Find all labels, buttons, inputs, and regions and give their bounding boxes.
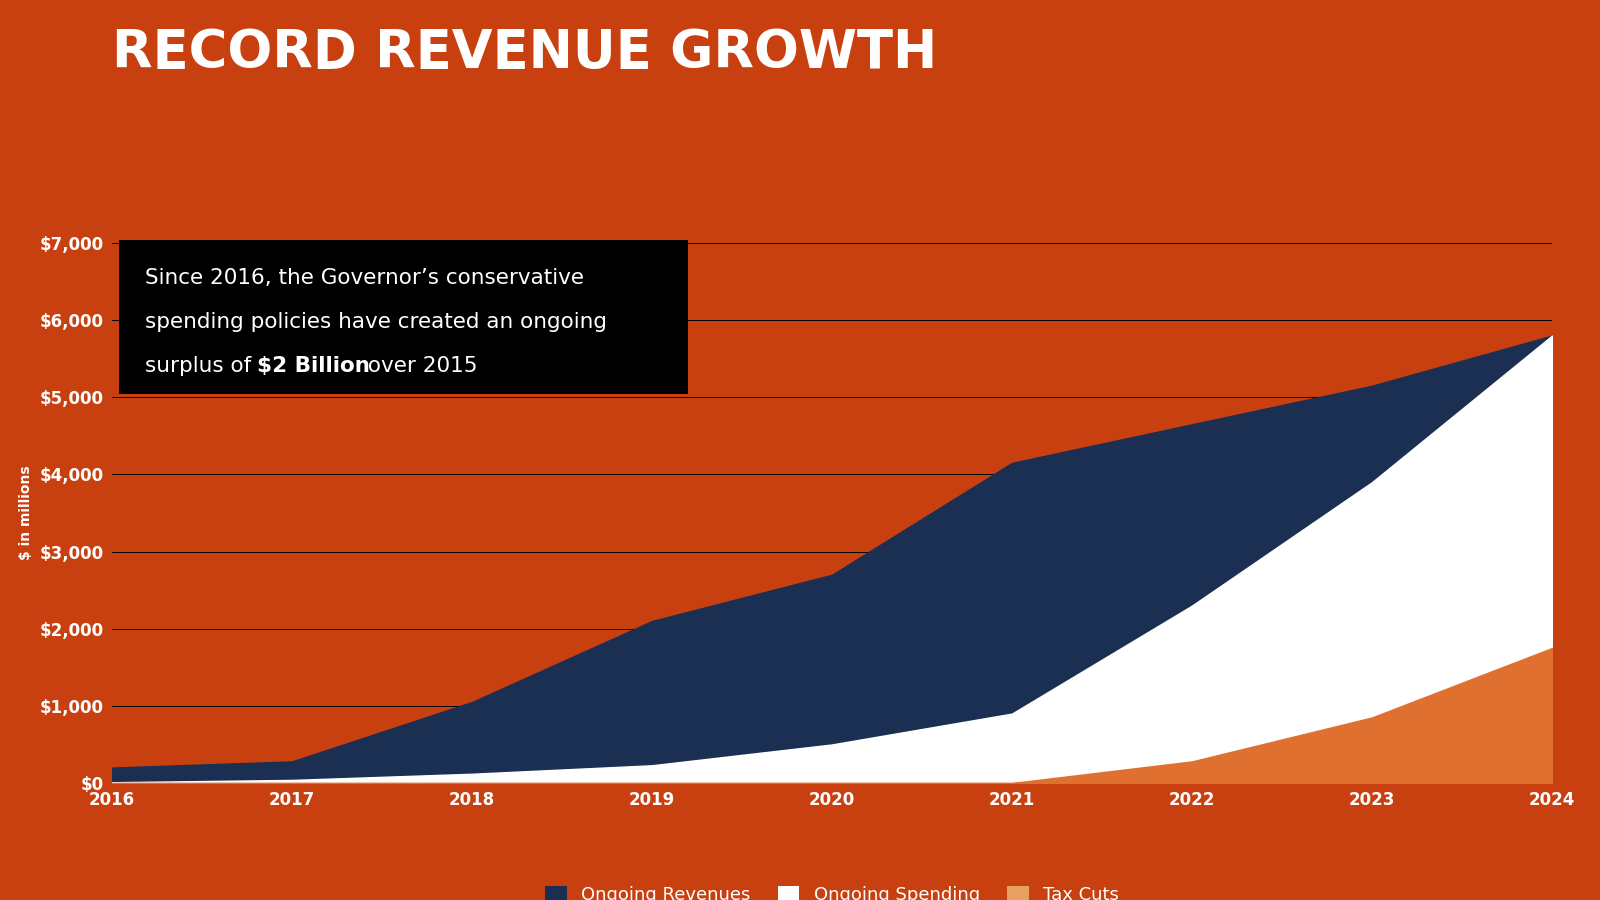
FancyBboxPatch shape xyxy=(120,240,688,394)
Text: Since 2016, the Governor’s conservative: Since 2016, the Governor’s conservative xyxy=(146,267,584,288)
Text: over 2015: over 2015 xyxy=(362,356,478,375)
Legend: Ongoing Revenues, Ongoing Spending, Tax Cuts: Ongoing Revenues, Ongoing Spending, Tax … xyxy=(538,878,1126,900)
Text: spending policies have created an ongoing: spending policies have created an ongoin… xyxy=(146,311,606,331)
Text: RECORD REVENUE GROWTH: RECORD REVENUE GROWTH xyxy=(112,27,938,79)
Text: $2 Billion: $2 Billion xyxy=(258,356,370,375)
Text: surplus of: surplus of xyxy=(146,356,258,375)
Y-axis label: $ in millions: $ in millions xyxy=(19,465,32,561)
